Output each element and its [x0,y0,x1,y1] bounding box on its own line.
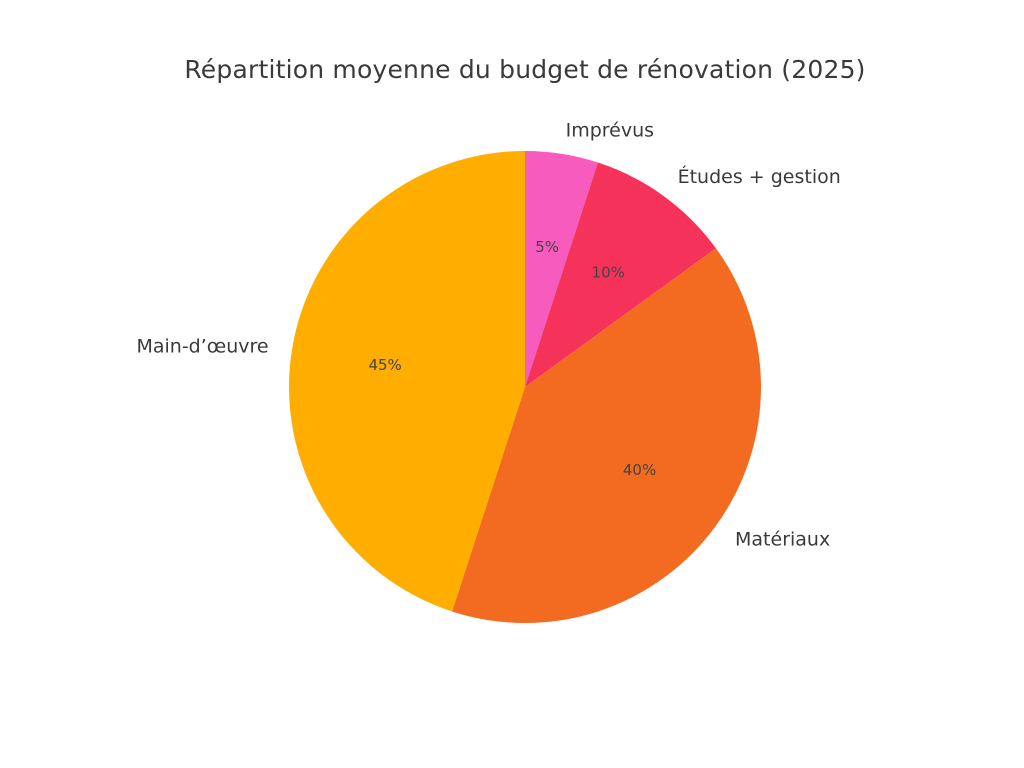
slice-percent-label: 40% [623,461,656,479]
chart-title: Répartition moyenne du budget de rénovat… [184,55,866,84]
slice-category-label: Études + gestion [678,165,841,188]
slice-percent-label: 10% [592,263,625,281]
slice-percent-label: 5% [535,238,559,256]
pie-slice-main-d-uvre [289,151,525,612]
pie-slice-mat-riaux [452,248,762,624]
pie-slices [289,151,762,624]
slice-category-label: Main-d’œuvre [136,335,268,357]
pie-slice--tudes-gestion [525,162,716,387]
slice-category-label: Matériaux [735,529,830,551]
pie-labels: 5% Imprévus 10% Études + gestion 40% Matériau… [136,120,840,551]
pie-slice-impr-vus [525,151,598,387]
slice-category-label: Imprévus [566,120,654,142]
slice-percent-label: 45% [368,356,401,374]
